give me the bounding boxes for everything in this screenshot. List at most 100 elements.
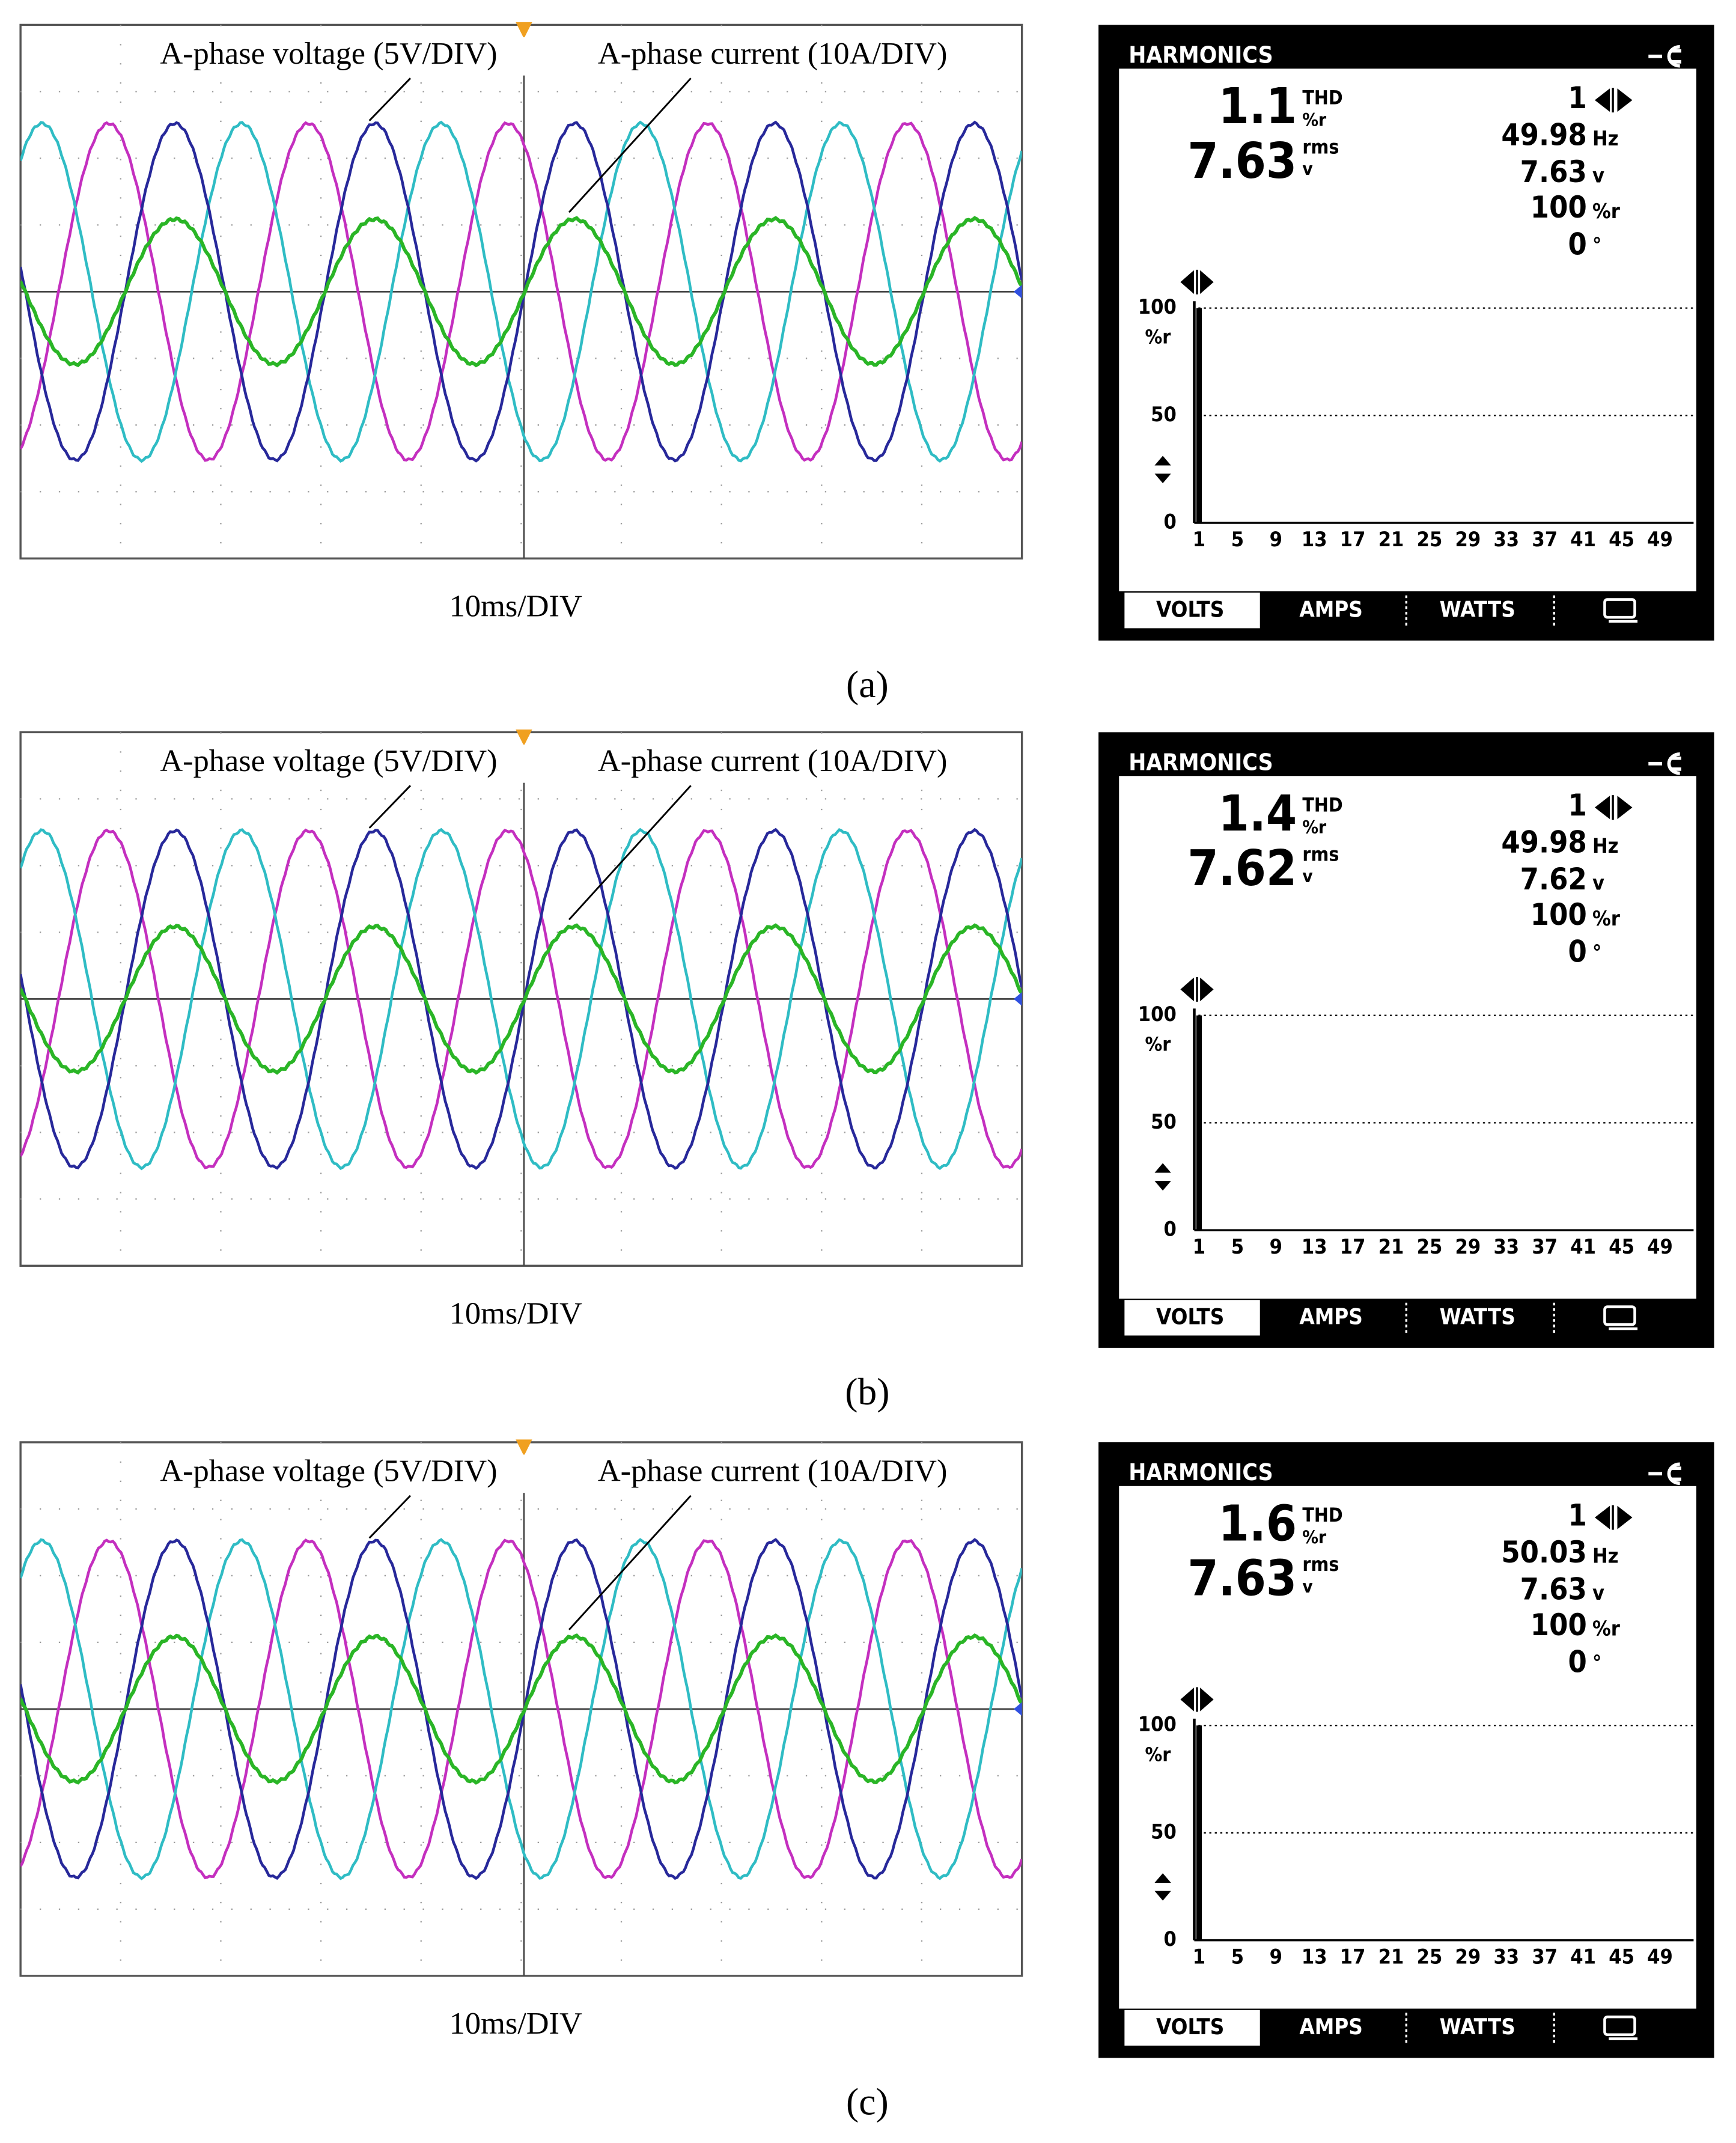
phase-a-current (20, 923, 1022, 1075)
x-tick-label: 37 (1532, 528, 1558, 552)
rms-label: rms (1302, 1553, 1339, 1576)
cursor-icon (1180, 1687, 1214, 1712)
x-tick-label: 45 (1609, 1945, 1634, 1969)
rms-value: 7.63 (1187, 1550, 1297, 1608)
leader-line (368, 785, 412, 829)
tab-label: AMPS (1299, 596, 1363, 622)
x-tick-label: 5 (1231, 1235, 1244, 1259)
x-tick-label: 29 (1455, 1945, 1481, 1969)
frequency-value: 50.03 (1501, 1535, 1587, 1570)
cursor-icon (1180, 269, 1214, 294)
leader-line (568, 1495, 692, 1630)
percent-value: 100 (1530, 190, 1587, 225)
oscilloscope: A-phase voltage (5V/DIV) A-phase current … (19, 1439, 1023, 2041)
voltage-value: 7.63 (1520, 154, 1587, 189)
x-tick-label: 29 (1455, 1235, 1481, 1259)
tab-active (1124, 593, 1260, 629)
phase-a-voltage (20, 1538, 1022, 1880)
cursor-icon (1180, 977, 1214, 1002)
voltage-value: 7.62 (1520, 862, 1587, 897)
x-tick-label: 41 (1570, 1235, 1596, 1259)
plug-icon (1648, 1462, 1681, 1486)
cursor-icon (1595, 1505, 1633, 1530)
x-tick-label: 13 (1302, 1235, 1327, 1259)
display (1119, 776, 1696, 1299)
caption: (c) (846, 2081, 889, 2123)
label-backdrop (150, 1454, 547, 1493)
waveforms (20, 828, 1022, 1171)
timebase-label: 10ms/DIV (449, 1296, 582, 1331)
phase-a-voltage (20, 828, 1022, 1170)
waveforms (20, 120, 1022, 463)
harmonic-number: 1 (1568, 1498, 1586, 1533)
x-tick-label: 25 (1417, 1945, 1443, 1969)
x-tick-label: 37 (1532, 1235, 1558, 1259)
phase-value: 0 (1568, 227, 1586, 262)
voltage-label: A-phase voltage (5V/DIV) (160, 743, 497, 778)
harmonic-number: 1 (1568, 788, 1586, 823)
current-label: A-phase current (10A/DIV) (598, 1453, 948, 1488)
harmonic-number: 1 (1568, 81, 1586, 115)
tab-label: VOLTS (1156, 596, 1224, 622)
x-tick-label: 9 (1270, 528, 1282, 552)
y-tick-label: 0 (1163, 510, 1176, 534)
leader-line (368, 1495, 412, 1539)
phase-unit: ° (1592, 234, 1601, 258)
level-marker (1013, 284, 1022, 299)
scroll-icon (1154, 456, 1171, 484)
tab-active (1124, 2010, 1260, 2046)
y-unit: %r (1145, 1743, 1172, 1766)
frequency-value: 49.98 (1501, 825, 1587, 860)
phase-unit: ° (1592, 941, 1601, 965)
frequency-unit: Hz (1592, 834, 1619, 858)
phase-c-voltage (20, 1538, 1022, 1880)
tab-active (1124, 1300, 1260, 1336)
rms-value: 7.63 (1187, 133, 1297, 190)
phase-b-voltage (20, 1538, 1022, 1880)
panel: A-phase voltage (5V/DIV) A-phase current … (19, 1439, 1714, 2123)
timebase-label: 10ms/DIV (449, 589, 582, 624)
trigger-marker (516, 729, 532, 746)
percent-value: 100 (1530, 897, 1587, 932)
y-unit: %r (1145, 326, 1172, 349)
phase-a-current (20, 1633, 1022, 1785)
rms-unit: v (1302, 159, 1312, 179)
y-tick-label: 50 (1151, 403, 1177, 427)
display (1119, 69, 1696, 591)
plug-icon (1648, 44, 1681, 68)
phase-a-voltage (20, 120, 1022, 463)
label-backdrop (150, 37, 547, 76)
panel: A-phase voltage (5V/DIV) A-phase current … (19, 22, 1714, 706)
tab-label: WATTS (1440, 596, 1515, 622)
x-tick-label: 13 (1302, 528, 1327, 552)
x-tick-label: 17 (1340, 1945, 1366, 1969)
x-tick-label: 5 (1231, 528, 1244, 552)
current-label: A-phase current (10A/DIV) (598, 36, 948, 71)
x-tick-label: 9 (1270, 1235, 1282, 1259)
cursor-icon (1595, 795, 1633, 820)
trigger-marker (516, 1439, 532, 1456)
rms-unit: v (1302, 866, 1312, 886)
phase-b-voltage (20, 120, 1022, 463)
rms-value: 7.62 (1187, 840, 1297, 897)
frequency-unit: Hz (1592, 1544, 1619, 1568)
phase-c-voltage (20, 828, 1022, 1169)
tab-label: AMPS (1299, 2014, 1363, 2040)
scroll-icon (1154, 1873, 1171, 1901)
x-tick-label: 1 (1193, 528, 1205, 552)
y-tick-label: 100 (1138, 295, 1177, 319)
thd-label: THD (1302, 793, 1342, 816)
display (1119, 1486, 1696, 2009)
screen-icon (1603, 1305, 1636, 1326)
voltage-unit: v (1592, 164, 1604, 188)
x-tick-label: 41 (1570, 1945, 1596, 1969)
panel: A-phase voltage (5V/DIV) A-phase current … (19, 729, 1714, 1413)
phase-a-current (20, 216, 1022, 368)
x-tick-label: 49 (1647, 1235, 1673, 1259)
waveforms (20, 1538, 1022, 1880)
x-tick-label: 5 (1231, 1945, 1244, 1969)
thd-unit: %r (1302, 817, 1327, 837)
